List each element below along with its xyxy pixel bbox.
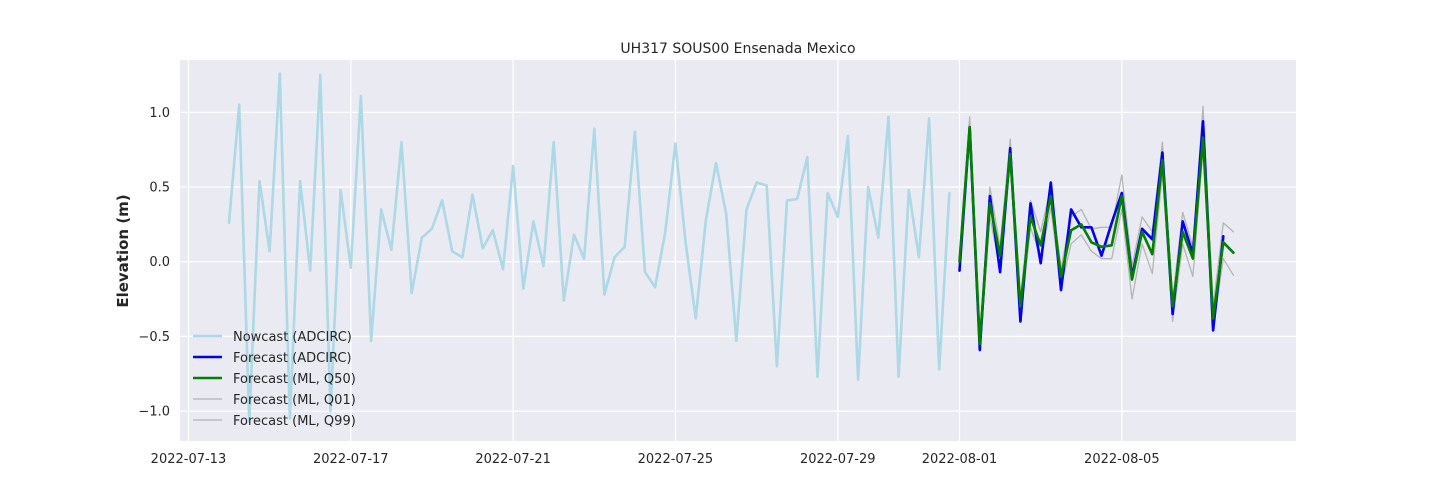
y-axis-label: Elevation (m)	[114, 194, 132, 307]
chart-title: UH317 SOUS00 Ensenada Mexico	[620, 41, 855, 57]
grid-lines	[180, 60, 1296, 441]
plot-area	[180, 60, 1296, 441]
legend-label-forecast-adcirc: Forecast (ADCIRC)	[233, 351, 352, 366]
y-tick-label: 0.0	[149, 255, 170, 270]
x-tick-label: 2022-07-21	[475, 452, 551, 467]
x-tick-label: 2022-07-13	[151, 452, 227, 467]
legend-label-nowcast: Nowcast (ADCIRC)	[233, 330, 352, 345]
y-tick-label: 1.0	[149, 106, 170, 121]
y-tick-label: 0.5	[149, 181, 170, 196]
x-tick-label: 2022-07-25	[638, 452, 714, 467]
x-tick-label: 2022-07-29	[800, 452, 876, 467]
x-axis-ticks: 2022-07-13 2022-07-17 2022-07-21 2022-07-25…	[151, 452, 1160, 467]
series-line-nowcast	[227, 72, 951, 423]
series-layer	[227, 72, 1235, 423]
legend-label-forecast-q99: Forecast (ML, Q99)	[233, 414, 356, 429]
x-tick-label: 2022-08-05	[1084, 452, 1160, 467]
legend-label-forecast-q01: Forecast (ML, Q01)	[233, 393, 356, 408]
legend-label-forecast-q50: Forecast (ML, Q50)	[233, 372, 356, 387]
series-line-forecast-q50	[958, 125, 1235, 346]
x-tick-label: 2022-08-01	[922, 452, 998, 467]
chart-legend: Nowcast (ADCIRC) Forecast (ADCIRC) Forecas…	[193, 330, 356, 429]
y-tick-label: −1.0	[138, 405, 170, 420]
y-tick-label: −0.5	[138, 330, 170, 345]
x-tick-label: 2022-07-17	[313, 452, 389, 467]
y-axis-ticks: 1.0 0.5 0.0 −0.5 −1.0	[138, 106, 170, 420]
